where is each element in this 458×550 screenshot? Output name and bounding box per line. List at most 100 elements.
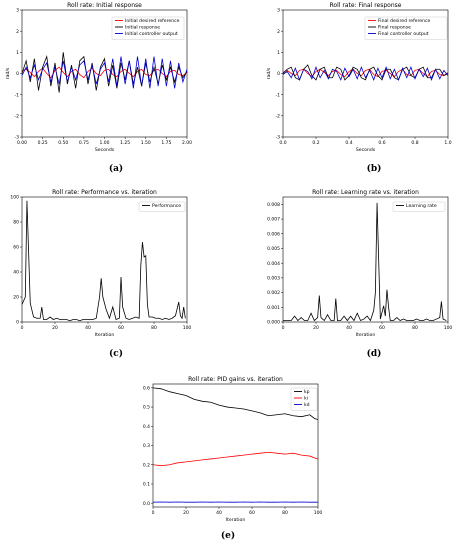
series-line-2 [22, 52, 187, 93]
y-tick-label: 0.005 [267, 246, 280, 252]
x-tick-label: 20 [313, 325, 319, 331]
y-tick-label: 1 [277, 50, 280, 56]
legend-entry: Initial response [125, 25, 160, 31]
x-tick-label: 20 [183, 510, 189, 516]
y-tick-label: 0.6 [143, 385, 150, 391]
x-tick-label: 0.75 [79, 140, 89, 146]
legend-box [392, 201, 446, 212]
chart-title: Roll rate: Learning rate vs. iteration [312, 189, 419, 196]
y-tick-label: 0 [16, 320, 19, 326]
legend-entry: Final response [378, 25, 411, 31]
x-axis-label: Seconds [95, 147, 115, 153]
y-tick-label: 0.4 [143, 424, 150, 430]
x-tick-label: 40 [85, 325, 91, 331]
y-tick-label: 0.001 [267, 305, 280, 311]
chart-title: Roll rate: Final response [330, 2, 402, 9]
series-line-2 [283, 64, 448, 81]
series-line-1 [153, 387, 318, 420]
legend-box [111, 16, 185, 40]
y-tick-label: 0 [277, 71, 280, 77]
y-tick-label: 0.002 [267, 290, 280, 296]
x-tick-label: 1.50 [141, 140, 151, 146]
x-tick-label: 60 [118, 325, 124, 331]
x-axis-label: Seconds [356, 147, 376, 153]
series-line-3 [22, 56, 187, 89]
y-tick-label: 0.3 [143, 443, 150, 449]
y-tick-label: 0.000 [267, 320, 280, 326]
plot-area [21, 196, 188, 323]
figure-caption: (c) [109, 348, 123, 359]
chart-panel-4: Roll rate: Learning rate vs. iteration 0 2… [267, 189, 452, 359]
x-axis-label: Iteration [95, 332, 115, 338]
figure-caption: (d) [367, 348, 382, 359]
y-tick-label: 3 [277, 8, 280, 14]
y-tick-label: 20 [13, 295, 19, 301]
y-tick-label: 0.5 [143, 405, 150, 411]
legend-entry: kp [304, 389, 310, 395]
y-axis-label: rad/s [5, 67, 11, 79]
y-tick-label: 0.1 [143, 482, 150, 488]
x-tick-label: 0 [21, 325, 24, 331]
y-tick-label: 0.2 [143, 462, 150, 468]
x-tick-label: 40 [346, 325, 352, 331]
series-line-1 [283, 68, 448, 78]
y-tick-label: 0 [16, 71, 19, 77]
y-tick-label: 0.003 [267, 275, 280, 281]
x-tick-label: 0.8 [411, 140, 418, 146]
series-line-1 [283, 202, 447, 322]
figure-caption: (e) [221, 530, 235, 541]
y-tick-label: 80 [13, 220, 19, 226]
y-tick-label: 0.004 [267, 261, 280, 267]
x-tick-label: 80 [412, 325, 418, 331]
legend-entry: ki [304, 396, 308, 402]
chart-panel-3: Roll rate: Performance vs. iteration 0 20 4… [10, 189, 191, 359]
x-tick-label: 2.00 [182, 140, 192, 146]
x-tick-label: 0 [152, 510, 155, 516]
x-tick-label: 100 [314, 510, 323, 516]
x-tick-label: 80 [282, 510, 288, 516]
x-tick-label: 0.00 [17, 140, 27, 146]
y-tick-label: 0.0 [143, 501, 150, 507]
y-tick-label: -3 [276, 135, 281, 141]
x-tick-label: 0 [282, 325, 285, 331]
y-tick-label: 60 [13, 245, 19, 251]
x-tick-label: 100 [183, 325, 192, 331]
x-tick-label: 1.0 [444, 140, 451, 146]
y-tick-label: -3 [15, 135, 20, 141]
y-tick-label: -1 [15, 92, 20, 98]
legend-entry: Initial desired reference [125, 18, 180, 24]
x-tick-label: 1.00 [99, 140, 109, 146]
legend-box [364, 16, 448, 40]
y-tick-label: -2 [15, 113, 20, 119]
y-tick-label: -2 [276, 113, 281, 119]
x-tick-label: 1.25 [120, 140, 130, 146]
x-tick-label: 0.50 [58, 140, 68, 146]
y-tick-label: 0.008 [267, 202, 280, 208]
legend-entry: kd [304, 402, 310, 408]
x-tick-label: 60 [379, 325, 385, 331]
x-tick-label: 80 [151, 325, 157, 331]
y-tick-label: 2 [277, 29, 280, 35]
legend-entry: Final controller output [378, 31, 429, 37]
legend-entry: Learning rate [406, 203, 437, 209]
plot-area [282, 196, 449, 323]
y-tick-label: 100 [10, 195, 19, 201]
x-axis-label: Iteration [226, 517, 246, 523]
y-tick-label: 3 [16, 8, 19, 14]
series-line-2 [153, 451, 318, 467]
y-tick-label: 40 [13, 270, 19, 276]
chart-title: Roll rate: Initial response [67, 2, 142, 9]
x-axis-label: Iteration [356, 332, 376, 338]
x-tick-label: 20 [52, 325, 58, 331]
chart-panel-2: Roll rate: Final response 0.0 0.2 0.4 0.6 0.8… [266, 2, 452, 174]
x-tick-label: 60 [249, 510, 255, 516]
x-tick-label: 0.25 [38, 140, 48, 146]
series-line-1 [22, 200, 186, 322]
chart-title: Roll rate: PID gains vs. iteration [188, 376, 283, 383]
y-tick-label: 0.006 [267, 231, 280, 237]
y-tick-label: 2 [16, 29, 19, 35]
chart-panel-1: Roll rate: Initial response 0.00 0.25 0.50 0… [5, 2, 192, 174]
x-tick-label: 0.4 [345, 140, 352, 146]
x-tick-label: 40 [216, 510, 222, 516]
